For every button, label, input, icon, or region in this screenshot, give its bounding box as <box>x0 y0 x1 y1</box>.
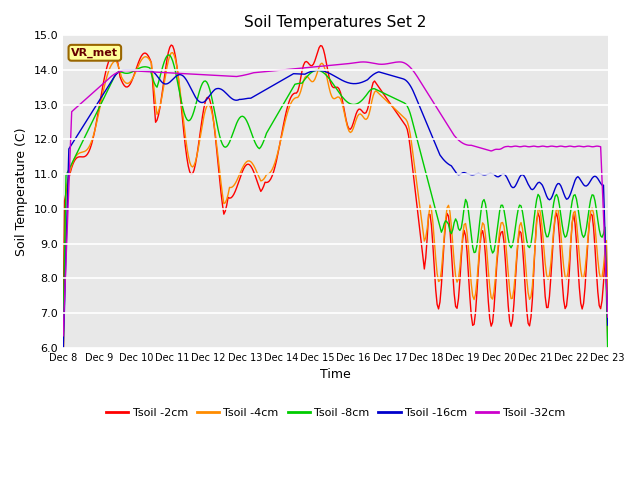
Title: Soil Temperatures Set 2: Soil Temperatures Set 2 <box>244 15 427 30</box>
Text: VR_met: VR_met <box>71 48 118 58</box>
Legend: Tsoil -2cm, Tsoil -4cm, Tsoil -8cm, Tsoil -16cm, Tsoil -32cm: Tsoil -2cm, Tsoil -4cm, Tsoil -8cm, Tsoi… <box>102 403 570 422</box>
Y-axis label: Soil Temperature (C): Soil Temperature (C) <box>15 127 28 256</box>
X-axis label: Time: Time <box>320 368 351 381</box>
